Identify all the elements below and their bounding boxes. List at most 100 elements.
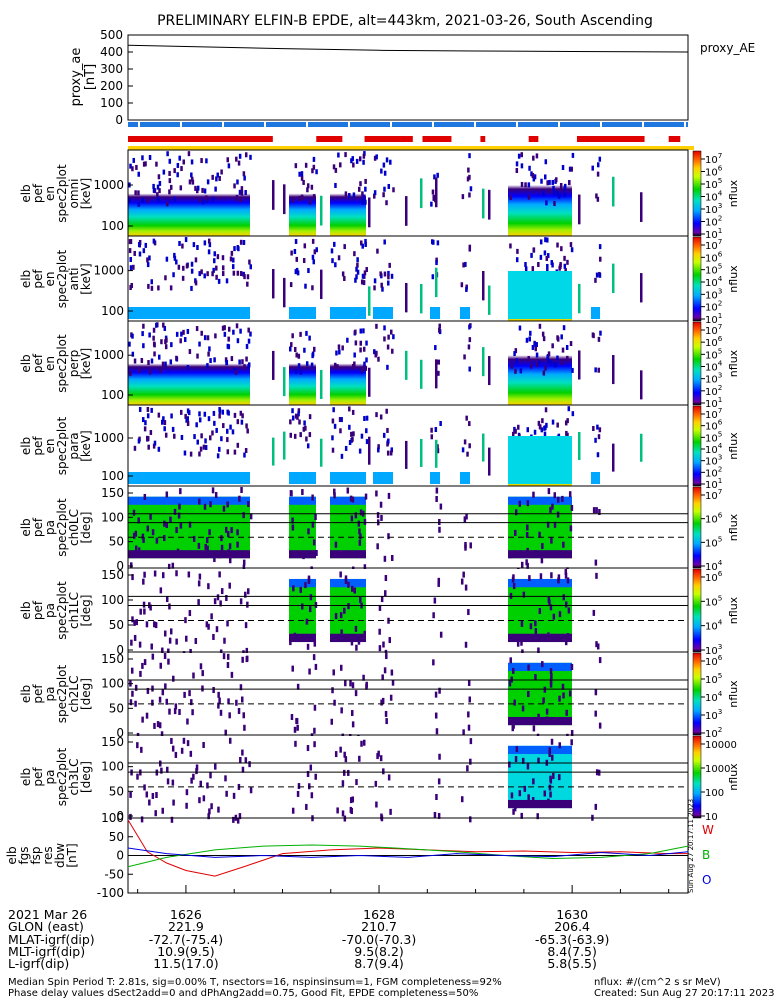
flux-pixel bbox=[514, 509, 518, 516]
ephemeris-gap bbox=[390, 122, 392, 127]
flux-pixel bbox=[238, 153, 242, 159]
flux-pixel bbox=[387, 334, 390, 340]
flux-pixel bbox=[464, 584, 468, 591]
energy-flux-band bbox=[330, 193, 366, 236]
flux-pixel bbox=[384, 710, 388, 717]
flux-pixel bbox=[379, 271, 382, 277]
flux-pixel bbox=[307, 268, 310, 274]
proxy-ae-legend: proxy_AE bbox=[700, 41, 755, 55]
flux-pixel bbox=[435, 260, 438, 266]
flux-pixel bbox=[310, 362, 314, 368]
flux-pixel bbox=[597, 434, 601, 440]
flux-pixel bbox=[512, 808, 515, 815]
flux-pixel bbox=[148, 369, 152, 375]
low-energy-band bbox=[128, 472, 250, 484]
flux-pixel bbox=[383, 170, 387, 176]
flux-pixel bbox=[299, 369, 303, 375]
flux-pixel bbox=[244, 622, 248, 629]
flux-pixel bbox=[190, 268, 194, 274]
flux-pixel bbox=[146, 436, 150, 442]
flux-pixel bbox=[214, 333, 217, 339]
flux-pixel bbox=[355, 274, 358, 280]
flux-pixel bbox=[170, 737, 173, 744]
flux-pixel bbox=[434, 426, 438, 432]
flux-pixel bbox=[526, 524, 529, 531]
flux-pixel bbox=[556, 496, 560, 503]
flux-pixel bbox=[462, 729, 465, 736]
flux-pixel bbox=[361, 243, 364, 249]
flux-pixel bbox=[174, 703, 178, 710]
flux-pixel bbox=[333, 492, 336, 499]
flux-pixel bbox=[144, 161, 147, 167]
flux-pixel bbox=[464, 641, 468, 648]
flux-pixel bbox=[170, 816, 174, 823]
flux-pixel bbox=[332, 164, 336, 170]
flux-pixel bbox=[382, 192, 385, 198]
flux-pixel bbox=[433, 811, 437, 818]
flux-pixel bbox=[239, 410, 243, 416]
flux-pixel bbox=[363, 416, 366, 422]
flux-pixel bbox=[352, 162, 355, 168]
energy-flux-band bbox=[128, 363, 250, 405]
flux-streak bbox=[420, 359, 423, 389]
flux-pixel bbox=[149, 604, 152, 611]
flux-pixel bbox=[545, 200, 548, 206]
flux-pixel bbox=[361, 199, 364, 205]
flux-pixel bbox=[160, 767, 163, 774]
pitch-angle-edge bbox=[508, 662, 572, 672]
flux-pixel bbox=[233, 449, 237, 455]
flux-pixel bbox=[383, 186, 386, 192]
pitch-angle-edge bbox=[508, 799, 572, 809]
flux-pixel bbox=[525, 337, 529, 343]
flux-pixel bbox=[178, 155, 181, 161]
mag-ytick-label: -100 bbox=[97, 886, 124, 900]
flux-pixel bbox=[386, 344, 390, 350]
flux-pixel bbox=[543, 431, 547, 437]
flux-pixel bbox=[430, 201, 433, 207]
flux-pixel bbox=[334, 751, 338, 758]
pitch-angle-edge bbox=[508, 550, 572, 559]
flux-pixel bbox=[191, 709, 194, 716]
flux-pixel bbox=[467, 167, 470, 173]
flux-streak bbox=[612, 355, 615, 385]
flux-pixel bbox=[132, 264, 135, 270]
low-energy-band bbox=[128, 307, 250, 319]
flux-pixel bbox=[129, 163, 132, 169]
flux-pixel bbox=[304, 162, 308, 168]
colorbar-title: nflux bbox=[727, 513, 740, 541]
panel-ylabel-line: para bbox=[67, 432, 81, 459]
flux-pixel bbox=[141, 417, 145, 423]
flux-streak bbox=[420, 178, 423, 209]
flux-pixel bbox=[311, 254, 315, 260]
panel-ylabel-line: elb bbox=[19, 768, 33, 786]
flux-pixel bbox=[209, 358, 212, 364]
flux-pixel bbox=[303, 420, 306, 426]
flux-pixel bbox=[146, 198, 150, 204]
flux-pixel bbox=[390, 329, 393, 335]
flux-pixel bbox=[357, 638, 361, 645]
flux-pixel bbox=[208, 242, 212, 248]
flux-pixel bbox=[297, 783, 301, 790]
flux-pixel bbox=[179, 522, 183, 529]
flux-pixel bbox=[289, 432, 293, 438]
flux-pixel bbox=[536, 813, 539, 820]
flux-pixel bbox=[134, 684, 138, 691]
flux-pixel bbox=[341, 271, 345, 277]
flux-pixel bbox=[599, 330, 602, 336]
flux-pixel bbox=[535, 352, 539, 358]
flux-pixel bbox=[363, 151, 366, 157]
flux-pixel bbox=[430, 427, 433, 433]
flux-pixel bbox=[382, 768, 385, 775]
flux-pixel bbox=[216, 254, 220, 260]
panel-ytick-label: 100 bbox=[101, 593, 124, 607]
flux-pixel bbox=[360, 240, 363, 246]
flux-pixel bbox=[226, 157, 230, 163]
flux-pixel bbox=[152, 187, 156, 193]
flux-pixel bbox=[513, 529, 517, 536]
flux-pixel bbox=[215, 176, 218, 182]
flux-pixel bbox=[306, 643, 310, 650]
flux-pixel bbox=[598, 657, 602, 664]
flux-pixel bbox=[332, 669, 335, 676]
flux-pixel bbox=[334, 167, 338, 173]
flux-pixel bbox=[144, 242, 148, 248]
